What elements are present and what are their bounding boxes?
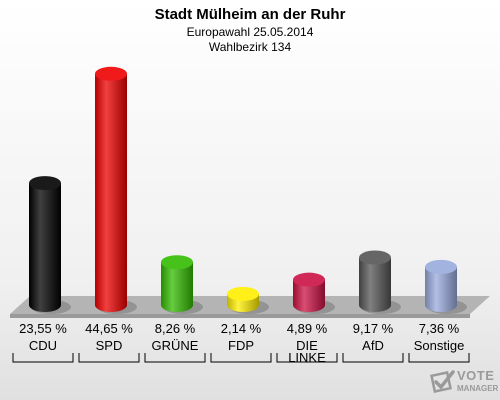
logo-text-manager: MANAGER (457, 384, 499, 393)
bar-die-linke (293, 272, 335, 314)
category-bracket (342, 353, 404, 363)
category-label: FDP (228, 338, 254, 353)
value-label: 2,14 % (221, 321, 262, 336)
bar-spd (95, 66, 137, 314)
bar-afd (359, 250, 401, 314)
value-label: 44,65 % (85, 321, 133, 336)
value-label: 7,36 % (419, 321, 460, 336)
bar-fdp (227, 286, 269, 314)
logo-text-vote: VOTE (457, 368, 495, 383)
category-label: CDU (29, 338, 57, 353)
chart-title: Stadt Mülheim an der Ruhr (154, 6, 346, 23)
category-bracket (276, 353, 338, 363)
category-bracket (144, 353, 206, 363)
bar-cdu (29, 176, 71, 314)
category-bracket (408, 353, 470, 363)
bar-grüne (161, 255, 203, 314)
value-label: 23,55 % (19, 321, 67, 336)
value-label: 9,17 % (353, 321, 394, 336)
value-label: 4,89 % (287, 321, 328, 336)
category-bracket (210, 353, 272, 363)
value-label: 8,26 % (155, 321, 196, 336)
bar-sonstige (425, 259, 467, 314)
category-label: AfD (362, 338, 384, 353)
category-label: Sonstige (414, 338, 465, 353)
district-label: Wahlbezirk 134 (208, 40, 292, 54)
vote-manager-logo: VOTE MANAGER (430, 366, 500, 400)
category-label: DIE LINKE (288, 338, 326, 365)
category-label: SPD (96, 338, 123, 353)
category-bracket (78, 353, 140, 363)
chart-floor-shadow (10, 314, 470, 318)
chart-subtitle: Europawahl 25.05.2014 (186, 25, 314, 39)
category-label: GRÜNE (152, 338, 199, 353)
category-bracket (12, 353, 74, 363)
ballot-check-icon (430, 370, 455, 393)
